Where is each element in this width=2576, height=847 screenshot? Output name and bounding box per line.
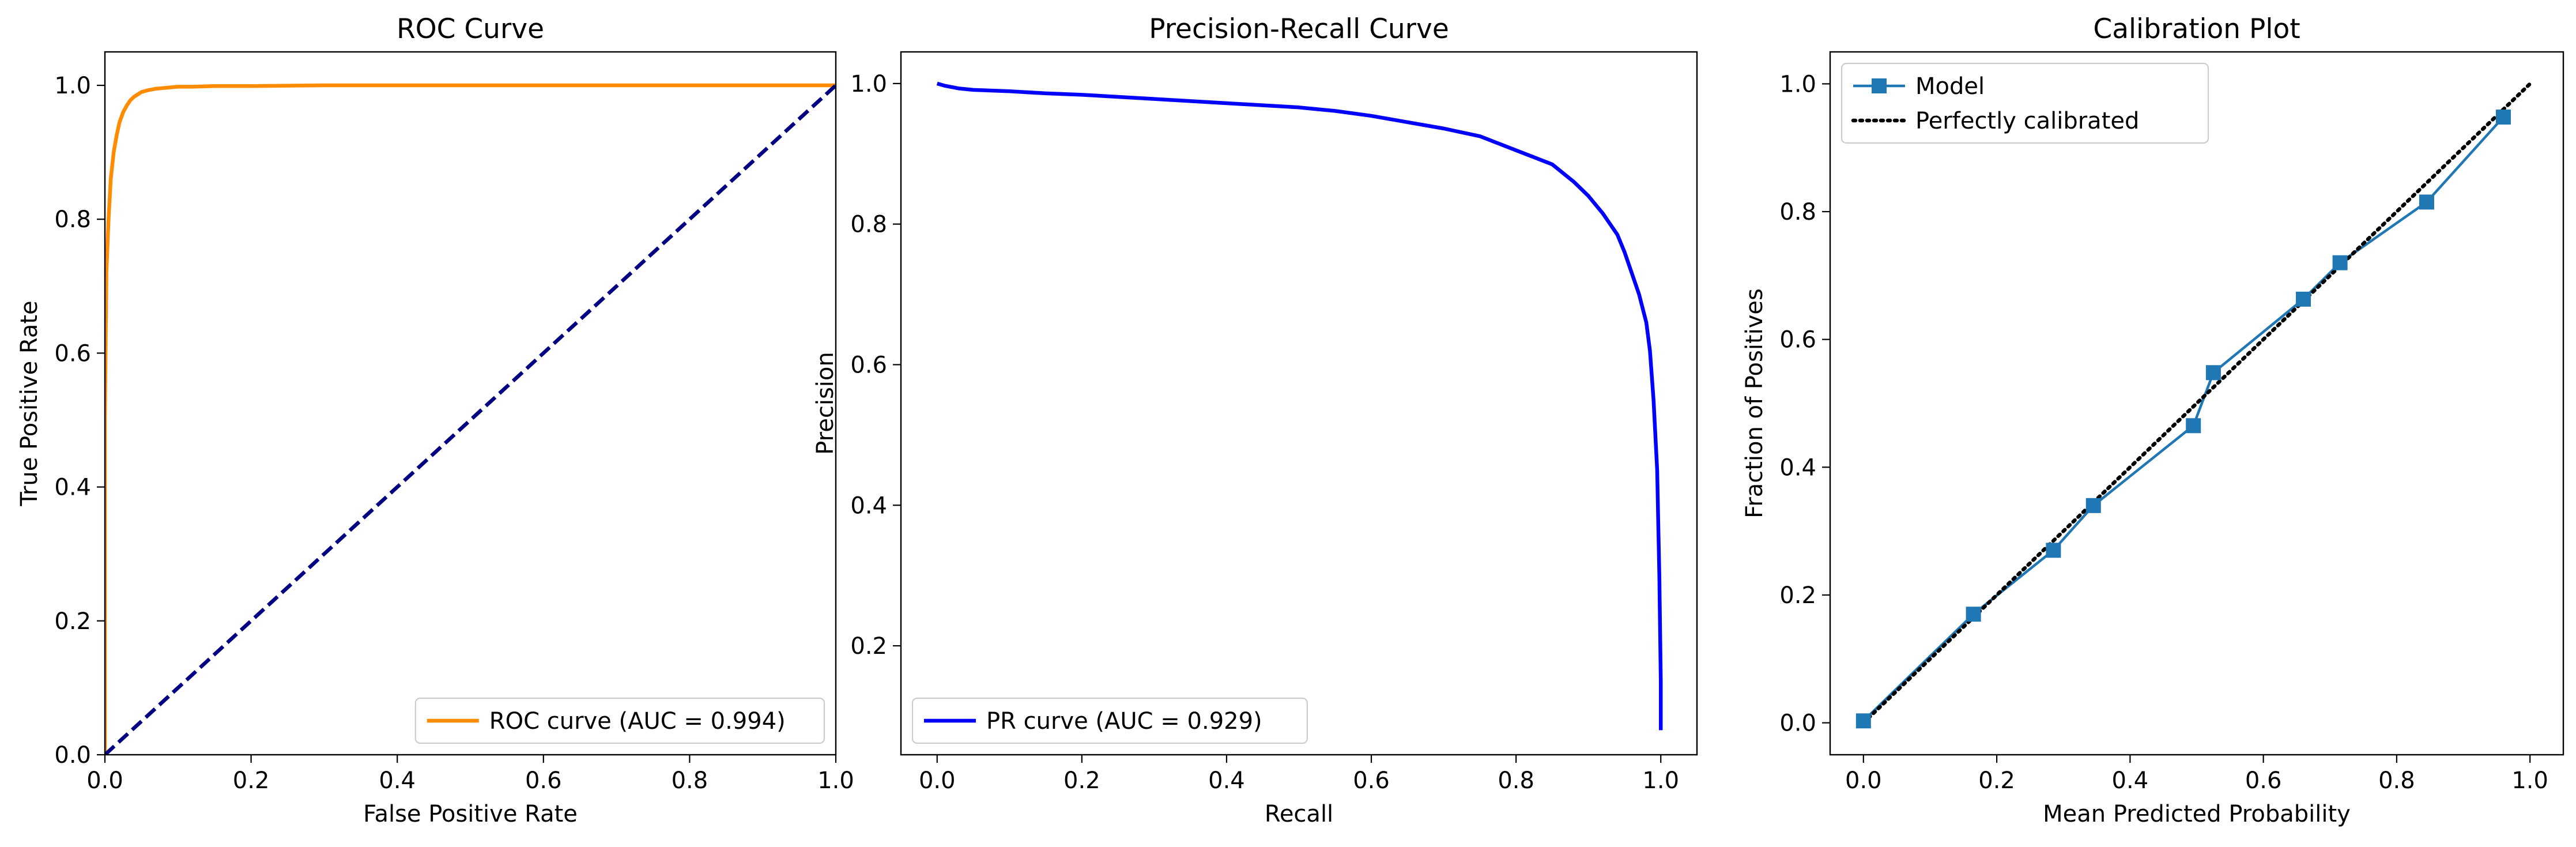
series-line-1 bbox=[936, 81, 1663, 731]
data-point bbox=[2332, 255, 2348, 270]
y-tick-label: 1.0 bbox=[850, 71, 887, 97]
legend: ROC curve (AUC = 0.994) bbox=[414, 697, 825, 744]
x-axis-label: Mean Predicted Probability bbox=[2043, 801, 2351, 827]
series-line-1 bbox=[1862, 116, 2505, 722]
x-tick-label: 1.0 bbox=[817, 767, 854, 794]
y-tick-label: 1.0 bbox=[54, 73, 91, 99]
axes-frame bbox=[104, 51, 837, 756]
x-axis-label: False Positive Rate bbox=[363, 801, 578, 827]
chart-title: Calibration Plot bbox=[2093, 13, 2300, 45]
y-tick-label: 0.2 bbox=[1779, 582, 1816, 609]
x-tick-label: 0.0 bbox=[1845, 767, 1882, 794]
x-tick-label: 0.0 bbox=[919, 767, 956, 794]
y-tick-label: 0.4 bbox=[1779, 454, 1816, 481]
series-line-1 bbox=[105, 83, 836, 755]
x-tick-label: 0.0 bbox=[86, 767, 123, 794]
data-point bbox=[2296, 291, 2311, 307]
data-point bbox=[2205, 365, 2221, 381]
y-axis-label: Precision bbox=[812, 352, 839, 454]
y-tick-label: 0.6 bbox=[54, 340, 91, 367]
legend: PR curve (AUC = 0.929) bbox=[911, 697, 1308, 744]
x-tick-label: 1.0 bbox=[2511, 767, 2548, 794]
data-point bbox=[2419, 194, 2434, 210]
chart-title: ROC Curve bbox=[397, 13, 544, 45]
chart-title: Precision-Recall Curve bbox=[1149, 13, 1449, 45]
x-tick-label: 0.8 bbox=[2378, 767, 2415, 794]
chart-panel-2: Precision-Recall Curve 0.0 0.2 0.4 0.6 0.8 1.0… bbox=[812, 13, 1698, 827]
chart-panel-1: ROC Curve 0.0 0.2 0.4 0.6 0.8 1.0 0.0 0.2 0.4 0.6 0… bbox=[16, 13, 854, 827]
chart-panel-3: Calibration Plot 0.0 0.2 0.4 0.6 0.8 1.0 0.0 0.2… bbox=[1741, 13, 2564, 827]
y-tick-label: 0.8 bbox=[850, 212, 887, 238]
x-tick-label: 0.4 bbox=[1208, 767, 1245, 794]
y-tick-label: 1.0 bbox=[1779, 71, 1816, 97]
axes-frame bbox=[900, 51, 1698, 756]
data-point bbox=[2046, 543, 2061, 558]
y-tick-label: 0.4 bbox=[850, 492, 887, 519]
x-tick-label: 0.6 bbox=[525, 767, 562, 794]
legend-label: Model bbox=[1915, 73, 1985, 100]
x-tick-label: 0.2 bbox=[1063, 767, 1100, 794]
y-tick-label: 0.0 bbox=[1779, 710, 1816, 737]
legend: Model Perfectly calibrated bbox=[1840, 62, 2209, 144]
legend-box bbox=[1840, 62, 2209, 144]
legend-marker bbox=[1872, 78, 1887, 93]
y-tick-label: 0.6 bbox=[1779, 327, 1816, 353]
legend-box bbox=[414, 697, 825, 744]
y-tick-label: 0.6 bbox=[850, 352, 887, 378]
axes-frame bbox=[1829, 51, 2564, 756]
plot-area bbox=[936, 81, 1663, 731]
data-point bbox=[2186, 418, 2201, 434]
y-tick-label: 0.8 bbox=[1779, 199, 1816, 225]
x-tick-label: 0.4 bbox=[2112, 767, 2149, 794]
x-tick-label: 0.8 bbox=[672, 767, 708, 794]
data-point bbox=[2495, 110, 2511, 125]
x-tick-label: 0.2 bbox=[233, 767, 270, 794]
reference-line-2 bbox=[105, 84, 836, 755]
y-tick-label: 0.8 bbox=[54, 206, 91, 233]
x-tick-label: 1.0 bbox=[1642, 767, 1679, 794]
legend-box bbox=[911, 697, 1308, 744]
y-tick-label: 0.0 bbox=[54, 742, 91, 769]
legend-label: ROC curve (AUC = 0.994) bbox=[489, 708, 786, 735]
x-tick-label: 0.4 bbox=[379, 767, 416, 794]
x-tick-label: 0.8 bbox=[1498, 767, 1534, 794]
y-tick-label: 0.2 bbox=[850, 633, 887, 660]
data-point bbox=[2085, 498, 2101, 513]
data-point bbox=[1966, 607, 1981, 622]
y-tick-label: 0.4 bbox=[54, 475, 91, 501]
plot-area bbox=[1861, 82, 2532, 725]
x-tick-label: 0.6 bbox=[2245, 767, 2282, 794]
plot-area bbox=[105, 83, 836, 755]
legend-label: Perfectly calibrated bbox=[1915, 108, 2139, 134]
x-tick-label: 0.2 bbox=[1978, 767, 2015, 794]
y-axis-label: True Positive Rate bbox=[16, 300, 43, 506]
data-point bbox=[1855, 713, 1871, 729]
legend-label: PR curve (AUC = 0.929) bbox=[986, 708, 1262, 735]
x-axis-label: Recall bbox=[1265, 801, 1333, 827]
x-tick-label: 0.6 bbox=[1353, 767, 1390, 794]
y-tick-label: 0.2 bbox=[54, 608, 91, 635]
reference-line-2 bbox=[1861, 82, 2532, 725]
y-axis-label: Fraction of Positives bbox=[1741, 288, 1768, 518]
